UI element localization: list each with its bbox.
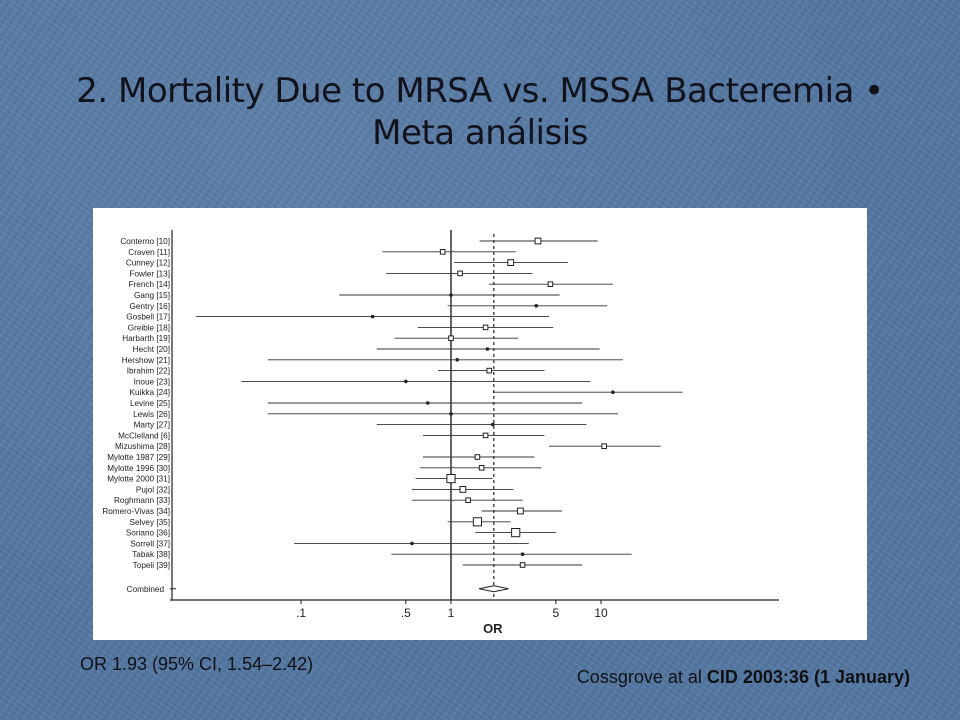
x-axis-tick-label: 10 [594,606,608,620]
study-label: Gang [15] [134,291,170,300]
study-label: Mizushima [28] [115,442,170,451]
study-label: Roghmann [33] [114,496,170,505]
study-label: French [14] [129,280,170,289]
study-label: Mylotte 1996 [30] [107,464,170,473]
study-label: Soriano [36] [126,529,170,538]
study-label: Sorrell [37] [130,539,170,548]
point-estimate-marker [404,379,408,384]
point-estimate-box [507,259,515,267]
study-label: Harbarth [19] [122,334,170,343]
point-estimate-marker [410,541,414,546]
point-estimate-marker [455,358,460,362]
study-label: Mylotte 1987 [29] [107,453,170,462]
x-axis-tick-label: .1 [296,606,306,620]
point-estimate-box [519,562,526,568]
x-axis-tick-label: .5 [401,606,411,620]
point-estimate-marker [491,422,495,427]
point-estimate-box [448,335,454,342]
study-label: Mylotte 2000 [31] [107,475,170,484]
study-label: Ibrahim [22] [127,367,170,376]
study-label: Greible [18] [128,323,170,332]
point-estimate-box [547,281,554,288]
study-label: Selvey [35] [129,518,170,527]
slide-title-line2: Meta análisis [372,113,588,153]
study-label: Levine [25] [130,399,170,408]
point-estimate-marker [449,293,453,297]
point-estimate-marker [611,390,615,394]
combined-diamond [479,585,509,593]
point-estimate-box [534,237,542,245]
citation: Cossgrove at al CID 2003:36 (1 January) [577,667,910,688]
study-label: Conterno [10] [120,237,170,246]
point-estimate-box [478,465,485,471]
point-estimate-box [516,507,524,515]
point-estimate-box [511,528,521,538]
point-estimate-marker [485,347,490,351]
point-estimate-box [439,249,446,255]
study-label: Fowler [13] [130,269,171,278]
point-estimate-box [486,367,493,374]
citation-journal: CID 2003:36 (1 January) [706,667,910,687]
slide-title-line1: 2. Mortality Due to MRSA vs. MSSA Bacter… [76,71,884,111]
study-label: Lewis [26] [133,410,170,419]
study-label: Pujol [32] [136,485,170,494]
point-estimate-marker [449,412,453,416]
point-estimate-box [601,443,607,449]
point-estimate-box [472,517,483,527]
study-label: McClelland [6] [118,431,170,440]
x-axis-tick-label: 1 [448,606,455,620]
study-label: Marty [27] [134,421,170,430]
pooled-estimate-text: OR 1.93 (95% CI, 1.54–2.42) [80,654,314,674]
point-estimate-marker [520,552,525,556]
forest-plot-panel: Conterno [10] Craven [11] Cunney [12] Fowle… [93,208,867,640]
x-axis-label: OR [483,621,503,636]
study-label: Gosbell [17] [126,313,170,322]
forest-plot: Conterno [10] Craven [11] Cunney [12]Fowle… [102,230,779,636]
study-label: Inoue [23] [134,377,170,386]
study-label: Hershow [21] [122,356,170,365]
study-label: Gentry [16] [129,302,170,311]
slide-title: 2. Mortality Due to MRSA vs. MSSA Bacter… [40,70,920,154]
study-label: Cunney [12] [126,259,170,268]
citation-prefix: Cossgrove at al [576,667,702,687]
point-estimate-box [446,474,456,484]
study-label: Hecht [20] [133,345,170,354]
study-label: Tabak [38] [132,550,170,559]
point-estimate-marker [370,314,375,319]
point-estimate-box [465,497,471,503]
point-estimate-marker [534,304,539,308]
point-estimate-box [459,486,467,493]
study-label: Topeli [39] [133,561,170,570]
study-label: Romero-Vivas [34] [102,507,170,516]
combined-label: Combined [127,585,165,594]
study-label: Craven [11] [128,248,170,257]
x-axis-tick-label: 5 [553,606,560,620]
point-estimate-box [474,454,481,460]
point-estimate-marker [425,401,430,405]
study-label: Kuikka [24] [129,388,170,397]
point-estimate-box [457,270,463,277]
point-estimate-box [482,324,489,331]
point-estimate-box [482,432,489,439]
